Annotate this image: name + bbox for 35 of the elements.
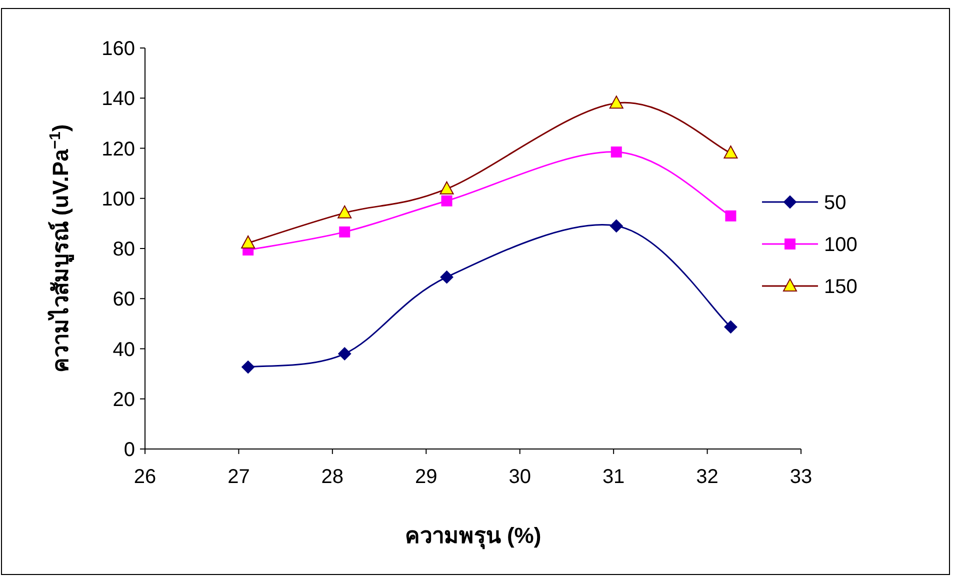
- x-axis-title: ความพรุน (%): [404, 523, 542, 550]
- y-tick-label: 40: [112, 338, 135, 361]
- point: [725, 210, 736, 222]
- point: [339, 226, 350, 238]
- point: [338, 205, 352, 218]
- point: [242, 360, 255, 374]
- y-tick-label: 20: [112, 388, 135, 411]
- point: [724, 146, 738, 159]
- legend-label: 150: [824, 276, 858, 298]
- x-tick-label: 31: [602, 466, 625, 488]
- y-tick-label: 120: [102, 138, 135, 160]
- y-tick-label: 160: [102, 38, 135, 60]
- legend-label: 100: [824, 234, 858, 256]
- point: [338, 347, 352, 360]
- x-tick-label: 33: [790, 466, 812, 488]
- x-tick-label: 30: [508, 466, 531, 488]
- x-tick-label: 27: [228, 466, 250, 488]
- legend-label: 50: [824, 192, 846, 214]
- y-tick-label: 80: [112, 238, 135, 260]
- x-tick-label: 26: [134, 466, 156, 488]
- point: [241, 235, 256, 248]
- y-tick-label: 140: [102, 88, 135, 110]
- point: [610, 146, 622, 158]
- y-tick-label: 100: [102, 188, 135, 210]
- point: [610, 219, 623, 232]
- point: [724, 320, 738, 334]
- y-tick-label: 0: [124, 439, 135, 461]
- point: [441, 195, 452, 206]
- y-tick-label: 60: [112, 288, 135, 311]
- point: [440, 181, 454, 194]
- x-tick-label: 29: [415, 466, 438, 488]
- point: [609, 96, 624, 109]
- x-tick-label: 28: [321, 466, 344, 488]
- point: [440, 270, 454, 284]
- x-tick-label: 32: [696, 466, 718, 488]
